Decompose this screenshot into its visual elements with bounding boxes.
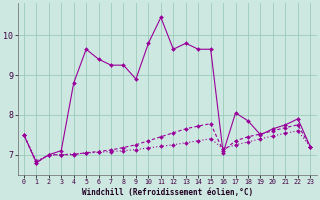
X-axis label: Windchill (Refroidissement éolien,°C): Windchill (Refroidissement éolien,°C) (82, 188, 253, 197)
